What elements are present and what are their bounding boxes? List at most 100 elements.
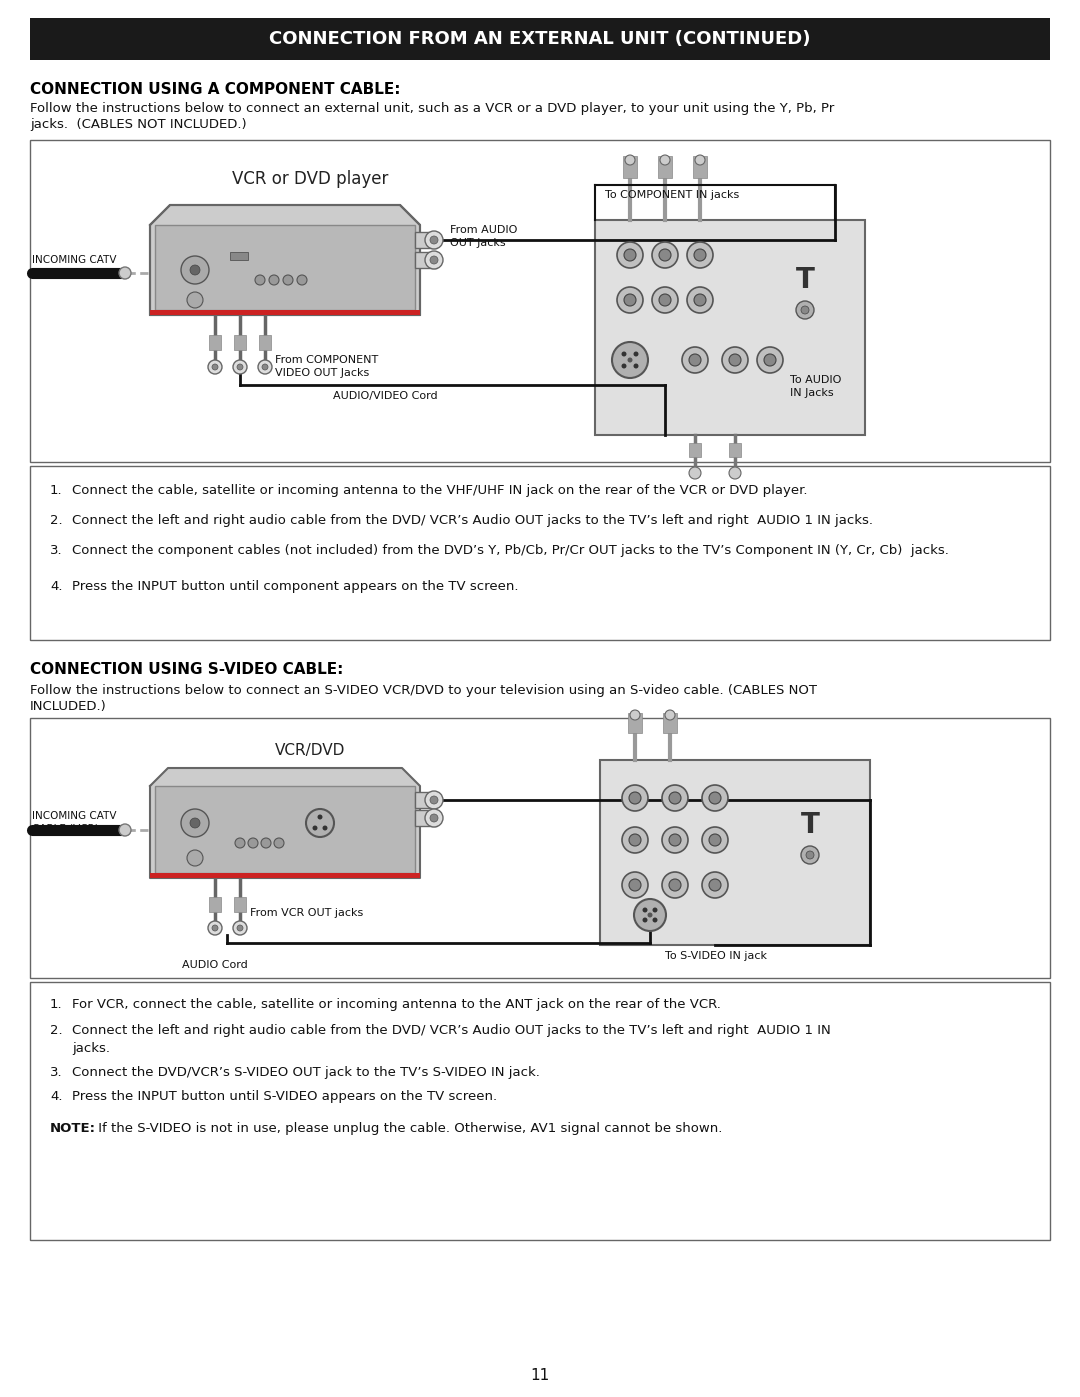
Text: If the S-VIDEO is not in use, please unplug the cable. Otherwise, AV1 signal can: If the S-VIDEO is not in use, please unp… xyxy=(94,1122,723,1134)
Circle shape xyxy=(696,155,705,165)
Circle shape xyxy=(643,918,648,922)
Circle shape xyxy=(621,352,626,356)
Circle shape xyxy=(652,286,678,313)
Circle shape xyxy=(617,242,643,268)
Circle shape xyxy=(323,826,327,830)
Text: Connect the component cables (not included) from the DVD’s Y, Pb/Cb, Pr/Cr OUT j: Connect the component cables (not includ… xyxy=(72,543,949,557)
Circle shape xyxy=(190,819,200,828)
Circle shape xyxy=(248,838,258,848)
Circle shape xyxy=(208,921,222,935)
Circle shape xyxy=(652,242,678,268)
Circle shape xyxy=(612,342,648,379)
Circle shape xyxy=(181,809,210,837)
Circle shape xyxy=(659,249,671,261)
Circle shape xyxy=(430,796,438,805)
Circle shape xyxy=(190,265,200,275)
Bar xyxy=(30,140,1050,462)
Text: 3.: 3. xyxy=(50,543,63,557)
Text: jacks.: jacks. xyxy=(72,1042,110,1055)
Text: Connect the left and right audio cable from the DVD/ VCR’s Audio OUT jacks to th: Connect the left and right audio cable f… xyxy=(72,1024,831,1037)
Text: From AUDIO
OUT Jacks: From AUDIO OUT Jacks xyxy=(450,225,517,249)
Circle shape xyxy=(652,908,658,912)
Circle shape xyxy=(269,275,279,285)
Text: CONNECTION USING A COMPONENT CABLE:: CONNECTION USING A COMPONENT CABLE: xyxy=(30,82,401,96)
Circle shape xyxy=(629,792,642,805)
Bar xyxy=(627,712,642,733)
Bar xyxy=(600,760,870,944)
Circle shape xyxy=(629,834,642,847)
Bar xyxy=(658,156,672,177)
Circle shape xyxy=(689,353,701,366)
Text: 2.: 2. xyxy=(50,514,63,527)
Circle shape xyxy=(764,353,777,366)
Circle shape xyxy=(689,467,701,479)
Circle shape xyxy=(318,814,323,820)
Circle shape xyxy=(237,365,243,370)
Circle shape xyxy=(665,710,675,719)
Circle shape xyxy=(312,826,318,830)
Circle shape xyxy=(255,275,265,285)
Circle shape xyxy=(621,363,626,369)
Bar xyxy=(150,310,420,314)
Bar xyxy=(30,467,1050,640)
Circle shape xyxy=(181,256,210,284)
Bar xyxy=(156,225,415,310)
Text: 1.: 1. xyxy=(50,997,63,1011)
Circle shape xyxy=(426,231,443,249)
Circle shape xyxy=(662,872,688,898)
Circle shape xyxy=(708,834,721,847)
Text: From VCR OUT jacks: From VCR OUT jacks xyxy=(249,908,363,918)
Circle shape xyxy=(634,900,666,930)
Circle shape xyxy=(669,792,681,805)
Text: AUDIO/VIDEO Cord: AUDIO/VIDEO Cord xyxy=(333,391,437,401)
Circle shape xyxy=(258,360,272,374)
Bar xyxy=(234,335,246,351)
Bar xyxy=(30,718,1050,978)
Text: AUDIO Cord: AUDIO Cord xyxy=(183,960,248,970)
Circle shape xyxy=(622,872,648,898)
Bar xyxy=(156,787,415,873)
Circle shape xyxy=(212,925,218,930)
Text: jacks.  (CABLES NOT INCLUDED.): jacks. (CABLES NOT INCLUDED.) xyxy=(30,117,246,131)
Bar xyxy=(30,18,1050,60)
Text: Connect the cable, satellite or incoming antenna to the VHF/UHF IN jack on the r: Connect the cable, satellite or incoming… xyxy=(72,483,808,497)
Bar xyxy=(259,335,271,351)
Circle shape xyxy=(669,834,681,847)
Circle shape xyxy=(430,814,438,821)
Circle shape xyxy=(430,256,438,264)
Text: To COMPONENT IN jacks: To COMPONENT IN jacks xyxy=(605,190,739,200)
Circle shape xyxy=(702,827,728,854)
Text: Connect the left and right audio cable from the DVD/ VCR’s Audio OUT jacks to th: Connect the left and right audio cable f… xyxy=(72,514,873,527)
Bar xyxy=(595,219,865,434)
Polygon shape xyxy=(150,768,420,877)
Circle shape xyxy=(430,236,438,244)
Text: INCLUDED.): INCLUDED.) xyxy=(30,700,107,712)
Text: T: T xyxy=(800,812,820,840)
Circle shape xyxy=(801,306,809,314)
Text: CONNECTION USING S-VIDEO CABLE:: CONNECTION USING S-VIDEO CABLE: xyxy=(30,662,343,678)
Circle shape xyxy=(669,879,681,891)
Circle shape xyxy=(426,791,443,809)
Text: From COMPONENT
VIDEO OUT Jacks: From COMPONENT VIDEO OUT Jacks xyxy=(275,355,378,379)
Circle shape xyxy=(297,275,307,285)
Bar xyxy=(234,897,246,912)
Bar xyxy=(415,792,437,807)
Circle shape xyxy=(274,838,284,848)
Text: INCOMING CATV
CABLE (VCR): INCOMING CATV CABLE (VCR) xyxy=(32,256,117,278)
Circle shape xyxy=(261,838,271,848)
Bar xyxy=(210,897,221,912)
Circle shape xyxy=(723,346,748,373)
Circle shape xyxy=(694,293,706,306)
Circle shape xyxy=(652,918,658,922)
Text: NOTE:: NOTE: xyxy=(50,1122,96,1134)
Circle shape xyxy=(757,346,783,373)
Circle shape xyxy=(702,785,728,812)
Text: To S-VIDEO IN jack: To S-VIDEO IN jack xyxy=(665,951,767,961)
Circle shape xyxy=(796,300,814,319)
Circle shape xyxy=(629,879,642,891)
Circle shape xyxy=(212,365,218,370)
Circle shape xyxy=(634,363,638,369)
Circle shape xyxy=(662,827,688,854)
Circle shape xyxy=(262,365,268,370)
Bar xyxy=(415,810,437,826)
